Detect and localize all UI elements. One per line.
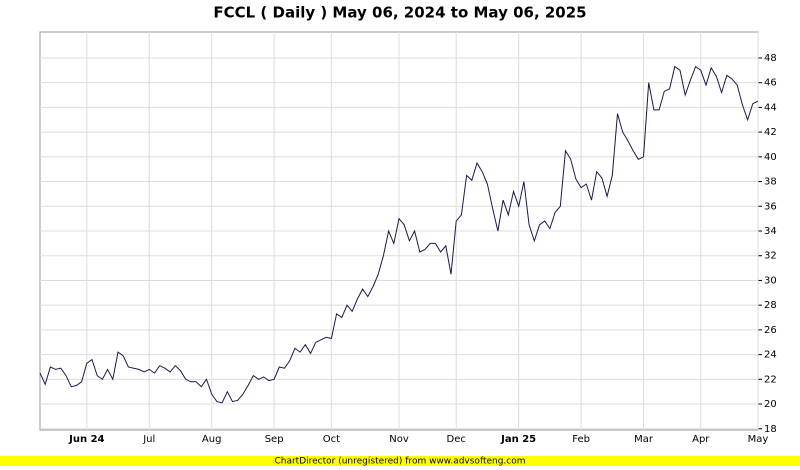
y-tick-label: 26 <box>764 325 777 336</box>
x-tick-label: Aug <box>202 434 222 445</box>
y-tick-label: 38 <box>764 177 777 188</box>
y-tick-label: 30 <box>764 275 777 286</box>
x-tick-label: Feb <box>572 434 590 445</box>
y-tick-label: 42 <box>764 127 777 138</box>
y-tick-label: 32 <box>764 251 777 262</box>
x-tick-label: Mar <box>634 434 654 445</box>
y-tick-label: 40 <box>764 152 777 163</box>
footer-bar <box>0 456 800 466</box>
x-tick-label: Dec <box>447 434 466 445</box>
chart-title: FCCL ( Daily ) May 06, 2024 to May 06, 2… <box>213 4 586 22</box>
y-tick-label: 28 <box>764 300 777 311</box>
y-tick-label: 18 <box>764 424 777 435</box>
y-tick-label: 44 <box>764 102 777 113</box>
y-tick-label: 22 <box>764 374 777 385</box>
y-tick-label: 34 <box>764 226 777 237</box>
x-tick-label: Sep <box>265 434 284 445</box>
y-tick-label: 48 <box>764 53 777 64</box>
footer: ChartDirector (unregistered) from www.ad… <box>274 457 525 467</box>
x-tick-label: Jan 25 <box>500 434 536 445</box>
x-tick-label: Apr <box>692 434 710 445</box>
y-tick-label: 46 <box>764 78 777 89</box>
y-tick-label: 24 <box>764 350 777 361</box>
x-tick-label: May <box>748 434 769 445</box>
y-tick-label: 36 <box>764 201 777 212</box>
x-tick-label: Nov <box>389 434 409 445</box>
x-tick-label: Jun 24 <box>68 434 104 445</box>
x-tick-label: Jul <box>142 434 155 445</box>
x-tick-label: Oct <box>323 434 340 445</box>
price-line <box>39 65 759 404</box>
y-tick-label: 20 <box>764 399 777 410</box>
